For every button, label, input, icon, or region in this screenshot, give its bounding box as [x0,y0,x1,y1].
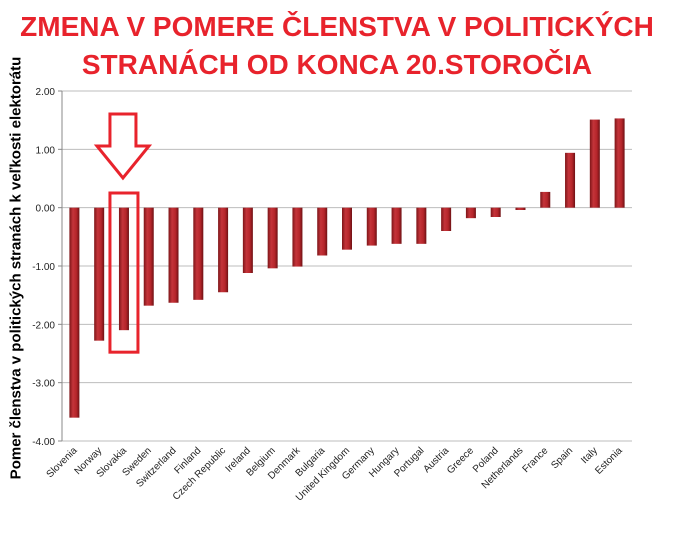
x-tick-label: Italy [579,445,600,466]
bar-bulgaria [317,207,328,256]
bar-italy [589,119,600,208]
y-axis: 2.00 1.00 0.00 -1.00 -2.00 -3.00 -4.00 [32,87,63,448]
highlight-annotation [93,112,153,354]
down-arrow-icon [93,112,153,181]
y-tick-label: 1.00 [36,145,56,156]
bar-belgium [267,207,278,269]
bar-portugal [416,207,427,244]
bar-estonia [614,118,625,208]
y-tick-label: -3.00 [32,379,55,390]
bar-germany [366,207,377,246]
chart-title-line-1: ZMENA V POMERE ČLENSTVA V POLITICKÝCH [20,11,654,42]
bar-denmark [292,207,303,267]
bar-slovenia [69,207,80,418]
chart-title: ZMENA V POMERE ČLENSTVA V POLITICKÝCH ST… [0,8,674,84]
bar-greece [465,207,476,219]
bar-united-kingdom [342,207,352,250]
y-tick-label: 0.00 [36,204,56,215]
bar-hungary [391,207,402,244]
highlight-box [108,191,140,354]
bar-slovakia [118,207,129,331]
chart-title-line-2: STRANÁCH OD KONCA 20.STOROČIA [81,49,593,80]
bar-czech-republic [218,207,229,293]
x-tick-label: Estonia [593,445,625,477]
bar-poland [490,207,501,217]
x-tick-label: France [521,445,551,475]
x-tick-label: Greece [445,445,476,476]
y-tick-label: -4.00 [32,437,55,448]
bar-france [540,191,551,208]
bar-austria [441,207,452,231]
y-tick-label: 2.00 [36,87,56,98]
x-tick-label: Spain [549,445,575,471]
x-tick-label: Slovenia [45,445,80,480]
bar-norway [94,207,105,341]
bar-finland [193,207,204,300]
bar-switzerland [168,207,179,303]
bar-netherlands [515,207,526,210]
bar-ireland [242,207,253,273]
bars [69,118,625,418]
x-axis-labels: SloveniaNorwaySlovakiaSwedenSwitzerlandF… [45,445,625,504]
bar-sweden [143,207,154,306]
bar-spain [565,152,576,208]
y-tick-label: -2.00 [32,320,55,331]
y-tick-label: -1.00 [32,262,55,273]
